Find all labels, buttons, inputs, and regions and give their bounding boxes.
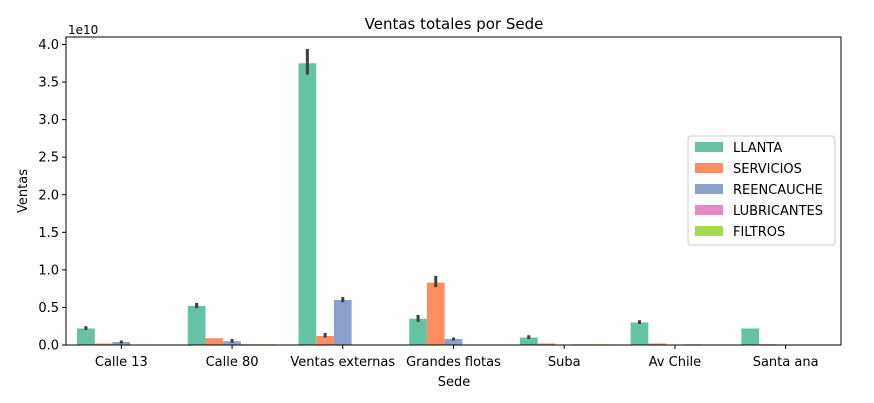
bar <box>333 299 352 345</box>
y-tick-label: 3.5 <box>38 76 59 91</box>
legend-swatch <box>695 205 723 215</box>
y-tick-label: 0.5 <box>38 301 59 316</box>
x-tick-label: Calle 80 <box>206 355 259 370</box>
bar <box>741 328 760 345</box>
bar <box>298 63 317 345</box>
bar <box>537 343 556 345</box>
bar <box>316 335 334 345</box>
bar <box>648 343 667 345</box>
y-tick-label: 2.0 <box>38 188 59 203</box>
legend-label: LLANTA <box>733 141 782 156</box>
y-tick-label: 1.5 <box>38 226 59 241</box>
legend-swatch <box>695 163 723 173</box>
chart-title: Ventas totales por Sede <box>365 15 544 33</box>
x-tick-label: Santa ana <box>753 355 819 370</box>
legend-label: LUBRICANTES <box>733 204 823 219</box>
y-tick-label: 4.0 <box>38 38 59 53</box>
x-axis-ticks: Calle 13 Calle 80 Ventas externas Grandes f… <box>95 345 819 370</box>
x-tick-label: Av Chile <box>649 355 702 370</box>
x-tick-label: Calle 13 <box>95 355 148 370</box>
bar <box>223 341 241 345</box>
x-tick-label: Ventas externas <box>290 355 395 370</box>
bar <box>519 337 538 345</box>
legend-label: REENCAUCHE <box>733 183 823 198</box>
bar <box>630 322 649 345</box>
y-tick-label: 1.0 <box>38 263 59 278</box>
x-tick-label: Grandes flotas <box>406 355 501 370</box>
x-axis-label: Sede <box>438 375 471 390</box>
legend-label: SERVICIOS <box>733 162 802 177</box>
y-tick-label: 0.0 <box>38 339 59 354</box>
bar <box>444 338 463 345</box>
x-tick-label: Suba <box>548 355 581 370</box>
y-tick-label: 3.0 <box>38 113 59 128</box>
bar <box>187 305 206 345</box>
bar <box>77 328 95 345</box>
y-axis-ticks: 0.0 0.5 1.0 1.5 2.0 2.5 3.0 3.5 4.0 <box>38 38 66 354</box>
legend: LLANTA SERVICIOS REENCAUCHE LUBRICANTES FILT… <box>687 135 836 246</box>
bar <box>94 343 113 345</box>
bars-layer <box>77 63 777 345</box>
legend-label: FILTROS <box>733 225 785 240</box>
legend-swatch <box>695 226 723 236</box>
bar <box>409 318 427 345</box>
y-tick-label: 2.5 <box>38 151 59 166</box>
error-bars-layer <box>84 49 641 344</box>
legend-swatch <box>695 142 723 152</box>
legend-swatch <box>695 184 723 194</box>
bar <box>205 338 224 345</box>
y-axis-offset-label: 1e10 <box>68 23 98 37</box>
y-axis-label: Ventas <box>16 169 31 213</box>
legend-frame <box>687 135 836 246</box>
bar <box>426 282 445 345</box>
